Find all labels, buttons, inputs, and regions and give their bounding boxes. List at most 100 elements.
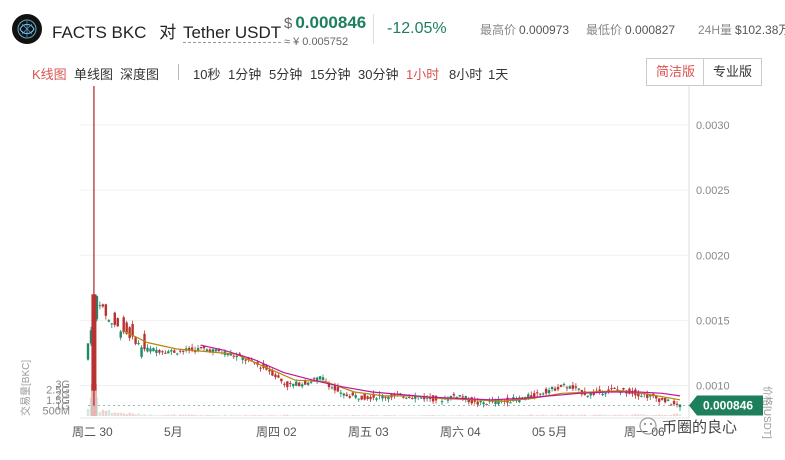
volume-bar bbox=[110, 412, 113, 416]
candle-body bbox=[533, 393, 536, 397]
candle-body bbox=[298, 382, 301, 387]
candle-body bbox=[604, 393, 607, 395]
volume-bar bbox=[181, 414, 185, 416]
volume-bar bbox=[458, 414, 462, 416]
volume-bar bbox=[214, 415, 218, 416]
volume-bar bbox=[634, 414, 637, 416]
quote-asset-selector[interactable]: Tether USDT bbox=[182, 23, 282, 43]
candle-body bbox=[271, 370, 274, 376]
interval-8h[interactable]: 8小时 bbox=[449, 67, 483, 82]
volume-bar bbox=[467, 415, 470, 416]
candle-body bbox=[655, 395, 658, 399]
volume-bar bbox=[170, 414, 173, 416]
volume-bar bbox=[485, 415, 488, 416]
volume-bar bbox=[562, 415, 566, 416]
volume-bar bbox=[547, 415, 551, 416]
volume-bar bbox=[146, 415, 149, 416]
volume-bar bbox=[223, 414, 227, 416]
volume-bar bbox=[649, 415, 652, 416]
volume-bar bbox=[161, 415, 164, 416]
interval-5m[interactable]: 5分钟 bbox=[269, 67, 303, 82]
volume-bar bbox=[428, 415, 432, 416]
candle-body bbox=[565, 387, 569, 389]
volume-bar bbox=[431, 415, 435, 416]
market-header: FACTS BKC 对 Tether USDT $0.000846 ≈ ¥ 0.… bbox=[0, 0, 785, 56]
candle-body bbox=[205, 349, 209, 352]
candlesticks bbox=[86, 86, 682, 411]
current-price-tag: 0.000846 bbox=[88, 395, 763, 416]
price-tick-label: 0.0025 bbox=[696, 185, 730, 197]
candle-body bbox=[547, 390, 551, 394]
candle-body bbox=[622, 387, 625, 390]
volume-bar bbox=[488, 415, 491, 416]
candle-body bbox=[190, 347, 194, 350]
interval-1m[interactable]: 1分钟 bbox=[228, 67, 262, 82]
simple-mode-button[interactable]: 简洁版 bbox=[646, 58, 706, 86]
candle-body bbox=[536, 392, 539, 394]
volume-bar bbox=[300, 415, 304, 416]
volume-bar bbox=[530, 414, 533, 416]
volume-bar bbox=[315, 415, 319, 416]
tab-depth-chart[interactable]: 深度图 bbox=[120, 67, 160, 82]
volume-bar bbox=[342, 415, 346, 416]
candle-body bbox=[675, 403, 679, 405]
volume-tick-label: 3G bbox=[55, 379, 70, 391]
interval-1h[interactable]: 1小时 bbox=[406, 67, 440, 82]
candle-body bbox=[509, 402, 512, 404]
volume-bar bbox=[149, 414, 152, 416]
interval-1d[interactable]: 1天 bbox=[488, 67, 509, 82]
candle-body bbox=[104, 304, 108, 316]
tab-kline[interactable]: K线图 bbox=[32, 67, 67, 82]
candle-body bbox=[363, 393, 366, 400]
ma-fast-line bbox=[123, 330, 681, 402]
candle-body bbox=[146, 347, 149, 352]
interval-10s[interactable]: 10秒 bbox=[193, 67, 221, 82]
candle-body bbox=[312, 378, 316, 380]
candle-body bbox=[274, 374, 277, 378]
candle-body bbox=[422, 396, 426, 400]
candle-body bbox=[586, 395, 589, 397]
candle-body bbox=[467, 399, 470, 403]
volume-bar bbox=[384, 414, 387, 416]
candle-body bbox=[187, 348, 191, 351]
candle-body bbox=[452, 394, 456, 396]
candle-body bbox=[458, 395, 462, 397]
volume-bar bbox=[553, 415, 557, 416]
volume-bar bbox=[536, 415, 539, 416]
candle-body bbox=[470, 397, 473, 404]
candle-body bbox=[384, 396, 387, 398]
candle-body bbox=[527, 394, 530, 400]
volume-bar bbox=[256, 415, 259, 416]
candle-body bbox=[577, 388, 581, 390]
candle-body bbox=[300, 384, 304, 387]
spike-candle-body bbox=[91, 294, 97, 391]
volume-bar bbox=[164, 414, 167, 416]
interval-30m[interactable]: 30分钟 bbox=[358, 67, 399, 82]
volume-bar bbox=[286, 414, 289, 416]
volume-bar bbox=[491, 415, 494, 416]
candle-body bbox=[196, 348, 200, 351]
candle-body bbox=[461, 396, 465, 398]
candle-body bbox=[110, 323, 113, 325]
volume-bar bbox=[309, 415, 313, 416]
volume-bar bbox=[419, 415, 423, 416]
candle-body bbox=[485, 404, 488, 406]
volume-bar bbox=[107, 409, 111, 416]
candle-body bbox=[280, 378, 283, 382]
volume-bar bbox=[652, 414, 655, 416]
candle-body bbox=[666, 399, 670, 401]
volume-bar bbox=[440, 415, 444, 416]
volume-bar bbox=[571, 414, 575, 416]
time-axis-label: 周四 02 bbox=[256, 425, 297, 439]
candle-body bbox=[342, 393, 346, 396]
volume-bar bbox=[369, 415, 372, 416]
volume-bar bbox=[559, 414, 563, 416]
pro-mode-button[interactable]: 专业版 bbox=[703, 58, 763, 86]
volume-bar bbox=[482, 415, 485, 416]
interval-15m[interactable]: 15分钟 bbox=[310, 67, 351, 82]
volume-bar bbox=[500, 415, 503, 416]
tab-line-chart[interactable]: 单线图 bbox=[74, 67, 114, 82]
price-axis-ticks: 0.0030 0.0025 0.0020 0.0015 0.0010 bbox=[696, 120, 730, 392]
wechat-icon-eye-left bbox=[643, 422, 647, 426]
